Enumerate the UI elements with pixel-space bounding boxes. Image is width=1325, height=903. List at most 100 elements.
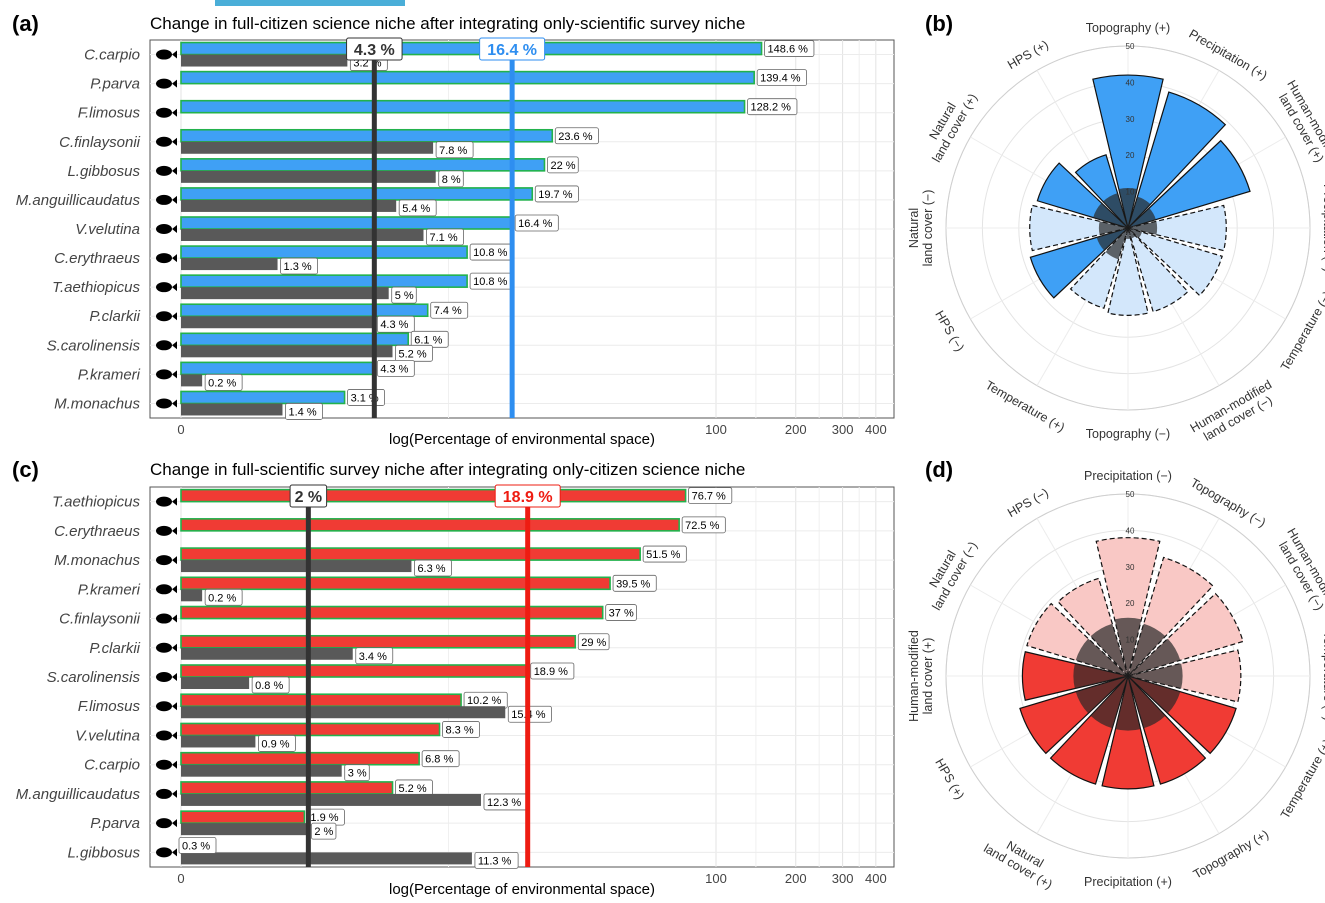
- species-label: S.carolinensis: [47, 669, 141, 686]
- polar-gray-bar: [1128, 228, 1142, 238]
- species-silhouette-tail-icon: [172, 399, 177, 408]
- polar-bar: [1127, 227, 1223, 297]
- species-label: F.limosus: [78, 105, 141, 122]
- median-gray-label: 4.3 %: [354, 42, 395, 59]
- data-label: 5.4 %: [402, 203, 430, 215]
- species-silhouette-tail-icon: [172, 50, 177, 59]
- bar-colored: [180, 810, 306, 824]
- data-label: 3.4 %: [359, 651, 387, 663]
- species-silhouette-icon: [156, 788, 172, 799]
- data-label: 7.8 %: [439, 145, 467, 157]
- species-silhouette-icon: [156, 311, 172, 322]
- species-silhouette-tail-icon: [172, 643, 177, 652]
- species-silhouette-tail-icon: [172, 789, 177, 798]
- polar-gray-bar: [1128, 623, 1166, 676]
- data-label: 4.3 %: [380, 363, 408, 375]
- species-label: P.krameri: [78, 581, 141, 598]
- polar-category-label: Topography (−): [1188, 476, 1268, 530]
- panel-c: (c) Change in full-scientific survey nic…: [12, 457, 895, 898]
- species-label: P.clarkii: [89, 640, 140, 657]
- x-tick-label: 400: [865, 422, 887, 437]
- bar-colored: [180, 70, 755, 85]
- data-label-box: [747, 98, 798, 116]
- species-silhouette-icon: [156, 672, 172, 682]
- polar-gray-bar: [1125, 228, 1131, 239]
- bar-colored: [180, 518, 680, 532]
- polar-category-label: Human-modifiedland cover (+): [907, 630, 935, 722]
- panel-a: (a) Change in full-citizen science niche…: [12, 11, 895, 448]
- bar-gray: [181, 823, 309, 836]
- data-label: 0.2 %: [208, 592, 236, 604]
- species-silhouette-icon: [156, 282, 172, 293]
- polar-category-label: Human-modifiedland cover (+): [1272, 78, 1325, 171]
- polar-category-label: Topography (−): [1086, 427, 1170, 441]
- data-label: 1.4 %: [288, 406, 316, 418]
- data-label: 16.4 %: [518, 218, 552, 230]
- polar-tick-label: 50: [1126, 42, 1135, 51]
- polar-category-label: HPS (−): [932, 308, 967, 354]
- x-tick-label: 0: [177, 871, 184, 886]
- polar-tick-label: 40: [1126, 78, 1135, 87]
- data-label: 2 %: [314, 826, 333, 838]
- polar-category-label: Temperature (−): [1278, 289, 1325, 373]
- polar-tick-label: 30: [1126, 115, 1135, 124]
- data-label: 3 %: [348, 768, 367, 780]
- bar-gray: [181, 54, 348, 67]
- polar-gray-bar: [1128, 663, 1183, 689]
- bar-colored: [180, 41, 763, 56]
- polar-gray-bar: [1090, 623, 1128, 676]
- data-label: 6.1 %: [414, 334, 442, 346]
- species-label: M.anguillicaudatus: [16, 192, 141, 209]
- polar-gray-bar: [1118, 187, 1138, 228]
- species-label: S.carolinensis: [47, 337, 141, 354]
- bar-colored: [180, 390, 346, 405]
- bar-colored: [180, 303, 429, 318]
- data-label-box: [355, 647, 394, 665]
- species-silhouette-icon: [156, 136, 172, 147]
- polar-tick-label: 40: [1126, 526, 1135, 535]
- data-label: 7.4 %: [434, 305, 462, 317]
- polar-category-label: Precipitation (−): [1084, 469, 1172, 483]
- bar-gray: [181, 345, 393, 358]
- data-label: 11.3 %: [478, 855, 512, 867]
- polar-bar: [1127, 91, 1227, 229]
- polar-tick-label: 20: [1126, 151, 1135, 160]
- bar-colored: [180, 187, 534, 201]
- bar-gray: [181, 735, 256, 748]
- species-silhouette-icon: [156, 107, 172, 118]
- data-label-box: [204, 588, 243, 606]
- data-label: 6.3 %: [417, 563, 445, 575]
- data-label-box: [414, 559, 452, 577]
- bar-gray: [181, 374, 203, 387]
- species-label: C.carpio: [84, 47, 140, 64]
- data-label-box: [554, 127, 599, 145]
- polar-bar: [1127, 204, 1227, 252]
- data-label-box: [577, 633, 610, 651]
- data-label: 12.3 %: [487, 797, 521, 809]
- species-silhouette-icon: [156, 194, 172, 205]
- data-label: 0.9 %: [261, 738, 289, 750]
- x-tick-label: 100: [705, 871, 727, 886]
- polar-gray-bar: [1090, 676, 1128, 729]
- data-label-box: [376, 315, 415, 333]
- species-silhouette-icon: [156, 369, 172, 380]
- polar-bar: [1029, 204, 1129, 252]
- data-label: 0.2 %: [208, 377, 236, 389]
- data-label: 7.1 %: [429, 232, 457, 244]
- species-silhouette-tail-icon: [172, 283, 177, 292]
- data-label: 5.2 %: [399, 783, 427, 795]
- polar-category-label: Naturalland cover (+): [981, 829, 1061, 892]
- polar-category-label: Topography (+): [1086, 21, 1170, 35]
- species-silhouette-icon: [156, 165, 172, 176]
- species-silhouette-tail-icon: [172, 341, 177, 350]
- species-silhouette-icon: [156, 613, 172, 624]
- data-label: 5 %: [395, 290, 414, 302]
- data-label-box: [530, 662, 575, 680]
- data-label-box: [204, 373, 243, 391]
- species-label: F.limosus: [78, 698, 141, 715]
- polar-category-label: Precipitation (+): [1084, 875, 1172, 889]
- species-silhouette-icon: [156, 701, 172, 712]
- polar-gray-bar: [1128, 208, 1156, 228]
- species-silhouette-tail-icon: [172, 614, 177, 623]
